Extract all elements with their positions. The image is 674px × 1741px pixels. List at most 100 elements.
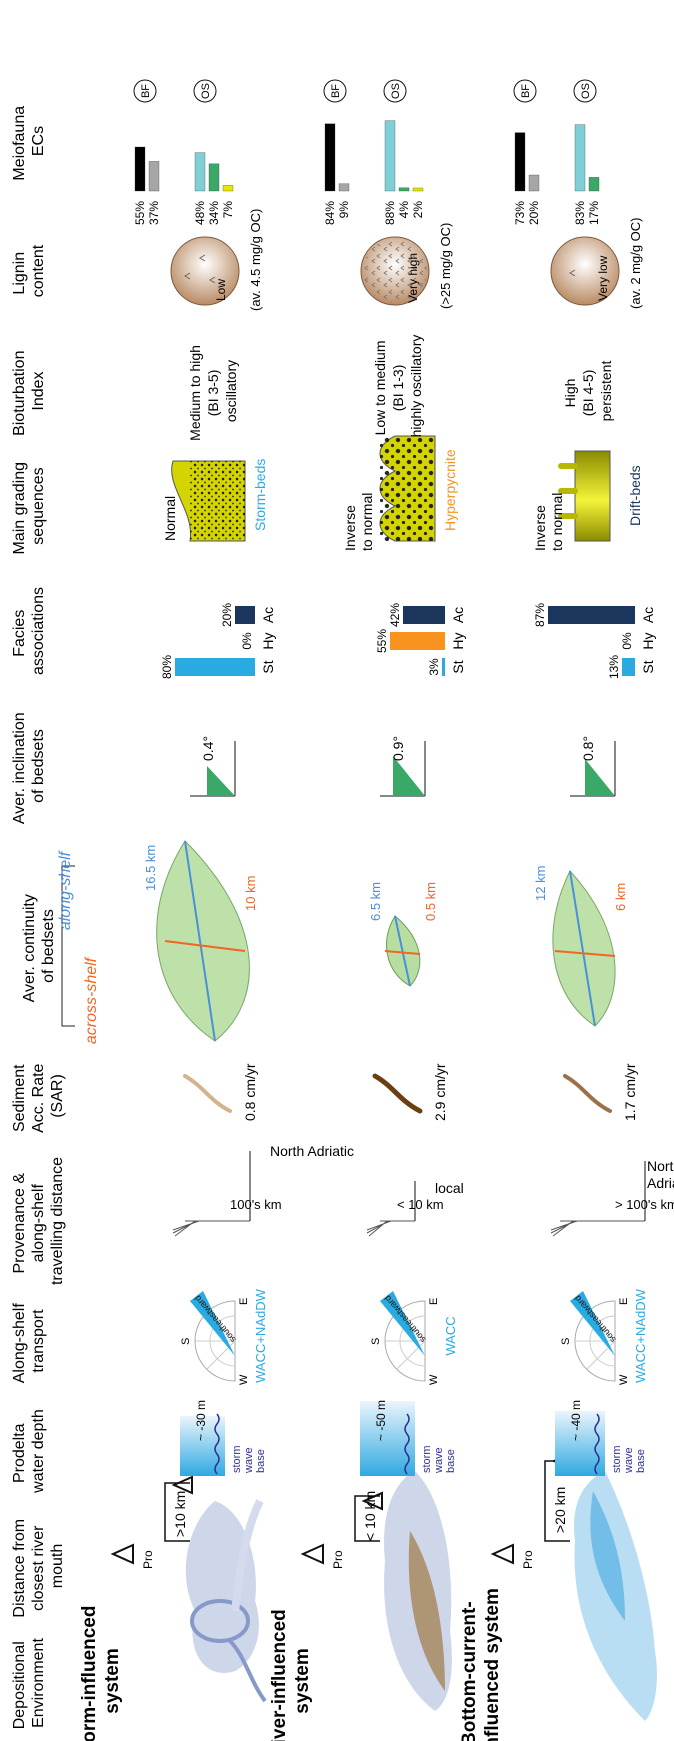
facies-bar-st bbox=[175, 658, 255, 676]
bed-type-label: Hyperpycnite bbox=[442, 449, 458, 531]
svg-text:Inverse to normal: Inverse to normal bbox=[532, 493, 565, 551]
svg-text:W: W bbox=[618, 1374, 630, 1385]
inclination-graphic: 0.4° bbox=[190, 736, 236, 797]
svg-text:>20 km: >20 km bbox=[552, 1487, 568, 1533]
continuity-bracket bbox=[61, 865, 75, 1027]
facies-category-label: St bbox=[640, 660, 656, 673]
bioturbation-text: High (BI 4-5) persistent bbox=[562, 361, 614, 422]
svg-text:E: E bbox=[428, 1298, 440, 1305]
grading-graphic: Normal Storm-beds bbox=[162, 459, 268, 542]
row-river-influenced-system: River-influenced system Pro < 10 km ~ -5… bbox=[269, 79, 466, 1741]
meiofauna-bar bbox=[324, 123, 336, 192]
svg-text:0.8°: 0.8° bbox=[580, 736, 596, 761]
facies-bar-ac bbox=[403, 606, 445, 624]
meiofauna-value-label: 88% bbox=[383, 201, 397, 225]
header-grading: Main grading sequences bbox=[11, 458, 47, 555]
facies-value-label: 42% bbox=[388, 603, 402, 627]
meiofauna-bar bbox=[514, 132, 526, 192]
transport-arrow bbox=[380, 1291, 425, 1356]
prodelta-depth-graphic: ~ -30 m storm wave base bbox=[180, 1400, 267, 1476]
header-continuity: Aver. continuity of bedsets bbox=[21, 890, 57, 1003]
pro-delta-label: Pro bbox=[300, 1543, 345, 1569]
storm-wave-base-label: storm wave base bbox=[421, 1442, 457, 1474]
svg-text:North Adriatic: North Adriatic bbox=[270, 1143, 354, 1159]
bioturbation-text: Low to medium (BI 1-3) highly oscillator… bbox=[372, 335, 424, 438]
bedset-continuity-lobe: 16.5 km 10 km bbox=[143, 840, 258, 1042]
transport-rose: W E S southeastward WACC bbox=[370, 1291, 458, 1385]
header-across-shelf: across-shelf bbox=[83, 956, 100, 1044]
svg-text:Very high: Very high bbox=[406, 253, 420, 303]
svg-text:S: S bbox=[560, 1338, 572, 1345]
svg-text:North & Central Adri: North & Central Adriatic bbox=[647, 1158, 674, 1191]
os-badge-label: OS bbox=[200, 83, 212, 99]
meiofauna-value-label: 2% bbox=[411, 201, 425, 219]
inclination-graphic: 0.8° bbox=[570, 736, 616, 797]
svg-text:~ -30 m: ~ -30 m bbox=[194, 1400, 208, 1441]
meiofauna-value-label: 73% bbox=[513, 201, 527, 225]
current-label: WACC bbox=[443, 1316, 458, 1355]
svg-text:local: local bbox=[435, 1180, 464, 1196]
meiofauna-value-label: 34% bbox=[207, 201, 221, 225]
system-name: River-influenced system bbox=[269, 1604, 313, 1741]
meiofauna-bar bbox=[398, 187, 410, 192]
header-bioturbation: Bioturbation Index bbox=[11, 346, 47, 436]
svg-text:W: W bbox=[428, 1374, 440, 1385]
svg-text:10 km: 10 km bbox=[243, 876, 258, 911]
system-name: Bottom-current- influenced system bbox=[459, 1588, 503, 1741]
storm-wave-base-label: storm wave base bbox=[611, 1442, 647, 1474]
bed-type-label: Storm-beds bbox=[252, 459, 268, 531]
row-storm-influenced-system: Storm-influenced system Pro >10 km bbox=[79, 79, 354, 1741]
transport-rose: W E S southeastward WACC+NAdDW bbox=[180, 1288, 268, 1385]
transport-rose: W E S southeastward WACC+NAdDW bbox=[560, 1288, 648, 1385]
facies-category-label: Hy bbox=[640, 632, 656, 649]
facies-bar-hy bbox=[390, 632, 445, 650]
svg-text:Inverse to normal: Inverse to normal bbox=[342, 493, 375, 551]
bioturbation-text: Medium to high (BI 3-5) oscillatory bbox=[187, 341, 239, 441]
os-badge bbox=[193, 79, 217, 103]
bf-badge-label: BF bbox=[330, 84, 342, 98]
svg-text:Normal: Normal bbox=[162, 496, 178, 541]
column-headers: Depositional Environment Distance from c… bbox=[11, 101, 100, 1729]
svg-text:100's km: 100's km bbox=[230, 1197, 282, 1212]
facies-category-label: Hy bbox=[260, 632, 276, 649]
header-meiofauna: Meiofauna ECs bbox=[11, 101, 47, 180]
svg-text:(av. 4.5 mg/g OC): (av. 4.5 mg/g OC) bbox=[248, 209, 263, 311]
meiofauna-bar bbox=[574, 124, 586, 192]
meiofauna-bar bbox=[528, 174, 540, 192]
sar-graphic: 1.7 cm/yr bbox=[563, 1063, 638, 1121]
transport-arrow bbox=[190, 1291, 235, 1356]
facies-category-label: St bbox=[260, 660, 276, 673]
facies-category-label: Ac bbox=[450, 607, 466, 623]
os-badge bbox=[573, 79, 597, 103]
svg-text:(>25 mg/g OC): (>25 mg/g OC) bbox=[438, 223, 453, 309]
prodelta-lobe-map bbox=[574, 1471, 657, 1721]
facies-bars: 13% St 0% Hy 87% Ac bbox=[533, 603, 656, 679]
grading-graphic: Inverse to normal Hyperpycnite bbox=[342, 435, 458, 551]
svg-text:W: W bbox=[238, 1374, 250, 1385]
svg-text:0.9°: 0.9° bbox=[390, 736, 406, 761]
os-badge bbox=[383, 79, 407, 103]
meiofauna-bar bbox=[208, 163, 220, 192]
os-badge-label: OS bbox=[390, 83, 402, 99]
facies-category-label: Hy bbox=[450, 632, 466, 649]
meiofauna-bar bbox=[222, 185, 234, 192]
pro-delta-label: Pro bbox=[490, 1543, 535, 1569]
inclination-graphic: 0.9° bbox=[380, 736, 426, 797]
meiofauna-value-label: 4% bbox=[397, 201, 411, 219]
grading-graphic: Inverse to normal Drift-beds bbox=[532, 450, 643, 551]
facies-bars: 80% St 0% Hy 20% Ac bbox=[160, 603, 276, 679]
sar-graphic: 0.8 cm/yr bbox=[183, 1063, 258, 1121]
bf-badge bbox=[513, 79, 537, 103]
provenance-graphic: > 100's km North & Central Adriatic bbox=[550, 1158, 674, 1237]
svg-text:>10 km: >10 km bbox=[172, 1491, 188, 1537]
svg-text:0.4°: 0.4° bbox=[200, 736, 216, 761]
pro-delta-label: Pro bbox=[110, 1543, 155, 1569]
meiofauna-value-label: 9% bbox=[337, 201, 351, 219]
system-name: Storm-influenced system bbox=[79, 1600, 123, 1741]
facies-value-label: 0% bbox=[620, 632, 634, 650]
meiofauna-value-label: 55% bbox=[133, 201, 147, 225]
svg-text:1.7 cm/yr: 1.7 cm/yr bbox=[622, 1063, 638, 1121]
svg-text:E: E bbox=[238, 1298, 250, 1305]
meiofauna-value-label: 20% bbox=[527, 201, 541, 225]
header-transport: Along-shelf transport bbox=[11, 1299, 47, 1384]
